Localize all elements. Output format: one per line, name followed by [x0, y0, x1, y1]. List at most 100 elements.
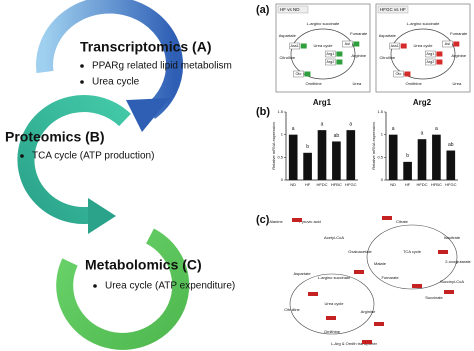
- gene-label: Asl: [445, 42, 450, 46]
- gene-label: Arg2: [426, 60, 434, 64]
- arrow-teal: [17, 95, 131, 225]
- node-label: Pyruvic acid: [299, 219, 321, 224]
- x-tick-label: ND: [390, 182, 396, 187]
- bar: [303, 152, 312, 180]
- content: Transcriptomics (A) PPARg related lipid m…: [5, 3, 472, 346]
- gene-box: [393, 70, 404, 78]
- node-label: Citrulline: [284, 307, 300, 312]
- node-label: Succinate: [425, 295, 443, 300]
- arrowhead: [88, 198, 116, 234]
- chart-title: Arg2: [413, 98, 432, 107]
- gene-label: Ass1: [390, 44, 398, 48]
- significance-letter: ab: [448, 142, 454, 148]
- bar: [317, 130, 327, 180]
- node-label: Aspartate: [379, 33, 397, 38]
- node-label: TCA cycle: [403, 249, 422, 254]
- node-label: 2-oxoglutarate: [445, 259, 471, 264]
- node-label: Arginine: [361, 309, 376, 314]
- diagram-title-box: [277, 5, 309, 14]
- y-tick-label: 0: [281, 177, 284, 182]
- significance-letter: b: [306, 144, 309, 150]
- bar: [288, 134, 298, 180]
- node-label: Ornithine: [324, 329, 341, 334]
- node-label: Urea cycle: [414, 43, 434, 48]
- gene-box: [425, 50, 436, 58]
- diagram-title-box: [377, 5, 409, 14]
- section-title: Metabolomics (C): [85, 257, 202, 273]
- node-label: Urea cycle: [314, 43, 334, 48]
- bullet-dot: [93, 284, 97, 288]
- bullet-text: Urea cycle: [92, 77, 140, 88]
- node-label: Succinyl-CoA: [440, 279, 464, 284]
- node-label: Aspartate: [293, 271, 311, 276]
- x-tick-label: HFGC: [445, 182, 456, 187]
- node-label: Fumarate: [350, 31, 368, 36]
- gene-label: Arg1: [326, 52, 334, 56]
- bullet-dot: [80, 80, 84, 84]
- node-label: Acetyl-CoA: [324, 235, 344, 240]
- gene-marker: [436, 59, 443, 65]
- significance-letter: b: [406, 153, 409, 159]
- node-label: Malate: [374, 261, 387, 266]
- bar: [388, 134, 398, 180]
- y-axis-label: Relative mRNA expression: [371, 122, 376, 170]
- gene-box: [325, 58, 336, 66]
- bullet-text: Urea cycle (ATP expenditure): [105, 281, 235, 292]
- gene-box: [289, 42, 300, 50]
- panel-label: (b): [256, 106, 270, 118]
- arrowhead: [126, 98, 170, 132]
- node-label: Citrulline: [279, 55, 295, 60]
- x-tick-label: HFDC: [316, 182, 327, 187]
- x-tick-label: HF: [305, 182, 311, 187]
- gene-marker: [336, 59, 343, 65]
- gene-marker: [362, 340, 372, 344]
- gene-marker: [453, 41, 460, 47]
- bar: [403, 161, 412, 180]
- gene-marker: [374, 322, 384, 326]
- gene-marker: [444, 290, 454, 294]
- bar: [332, 141, 341, 180]
- gene-marker: [412, 284, 422, 288]
- node-label: Citrulline: [379, 55, 395, 60]
- y-tick-label: 0.5: [277, 154, 283, 159]
- node-label: L-argino succinate: [318, 275, 351, 280]
- bar: [432, 134, 441, 180]
- x-tick-label: HFBC: [331, 182, 342, 187]
- gene-label: Otc: [395, 72, 401, 76]
- node-label: Urea: [453, 81, 462, 86]
- diagram-title: HFGC vs HF: [380, 7, 406, 12]
- cycle: [390, 28, 456, 80]
- y-tick-label: 1: [281, 132, 284, 137]
- gene-label: Asl: [345, 42, 350, 46]
- node-label: Alanine: [269, 219, 283, 224]
- node-label: Fumarate: [450, 31, 468, 36]
- arrow-green: [56, 228, 190, 350]
- significance-letter: ab: [334, 133, 340, 139]
- chart-title: Arg1: [313, 98, 332, 107]
- gene-box: [442, 40, 453, 48]
- node-label: Urea: [353, 81, 362, 86]
- x-tick-label: HFDC: [416, 182, 427, 187]
- gene-box: [293, 70, 304, 78]
- node-label: Oxaloacetate: [348, 249, 372, 254]
- gene-marker: [300, 43, 307, 49]
- node-label: Urea cycle: [325, 301, 345, 306]
- section-title: Proteomics (B): [5, 129, 105, 145]
- urea-cycle: [289, 273, 375, 335]
- significance-letter: a: [292, 126, 295, 132]
- gene-label: Ass1: [290, 44, 298, 48]
- node-label: L-argino succinate: [307, 21, 340, 26]
- gene-marker: [382, 216, 392, 220]
- node-label: Ornithine: [305, 81, 322, 86]
- bar: [446, 150, 456, 180]
- y-tick-label: 1.5: [277, 109, 283, 114]
- x-tick-label: HFBC: [431, 182, 442, 187]
- gene-marker: [353, 41, 360, 47]
- node-label: Ornithine: [405, 81, 422, 86]
- gene-label: Arg1: [426, 52, 434, 56]
- y-tick-label: 0: [381, 177, 384, 182]
- significance-letter: a: [435, 126, 438, 132]
- gene-label: Arg2: [326, 60, 334, 64]
- cycle: [290, 28, 356, 80]
- gene-marker: [308, 292, 318, 296]
